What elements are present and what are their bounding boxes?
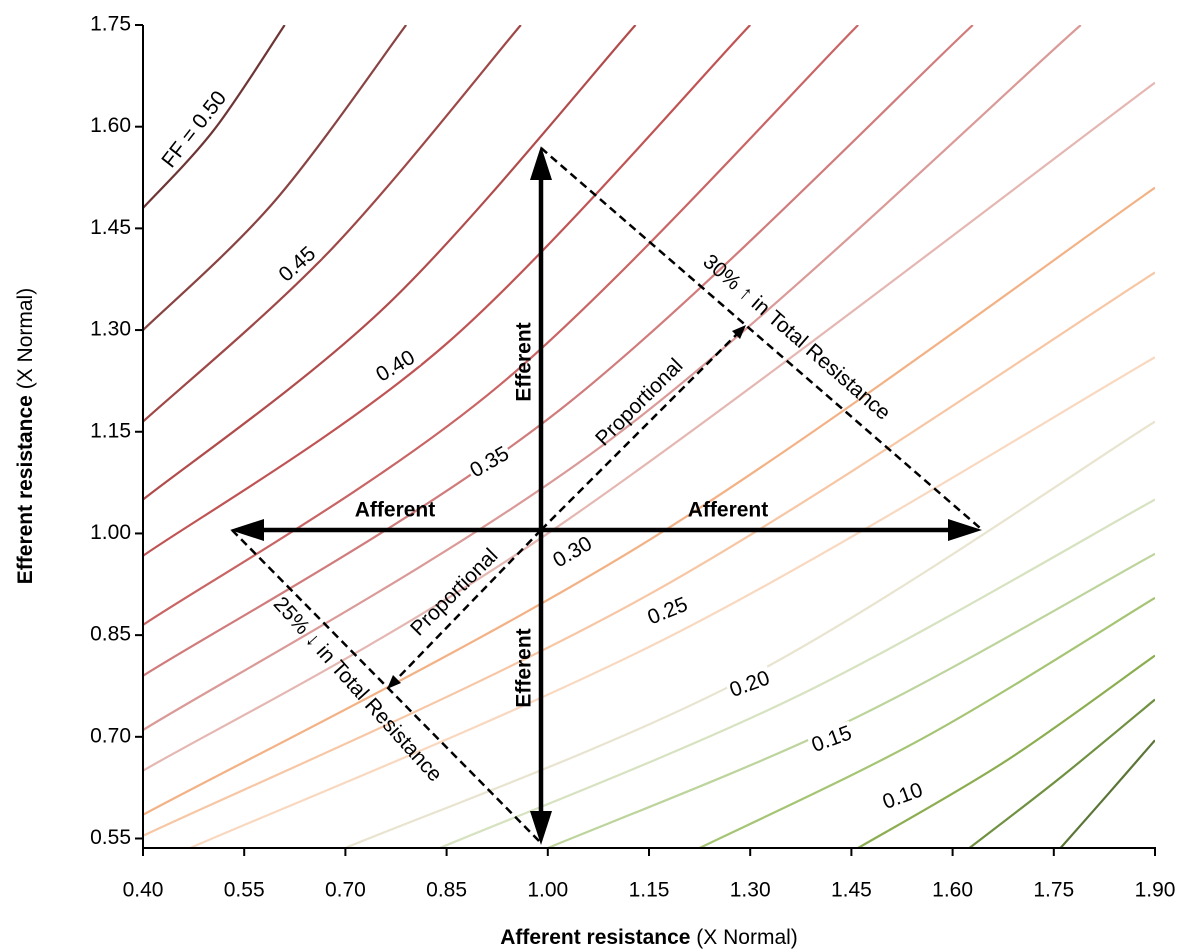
axes: 0.40 0.55 0.70 0.85 1.00 1.15 1.30 1.45 1.60 1.75… bbox=[90, 13, 1175, 902]
contour-label-bg bbox=[370, 344, 421, 388]
dashed-lines bbox=[231, 147, 981, 844]
y-tick-label: 1.45 bbox=[90, 216, 131, 239]
annotation: Proportional bbox=[406, 544, 502, 640]
contour-label-bg bbox=[464, 440, 515, 484]
arrowhead bbox=[387, 675, 401, 689]
arrowhead bbox=[948, 519, 982, 541]
contour-label-bg bbox=[724, 665, 775, 703]
contour-label-bg bbox=[272, 240, 322, 288]
contour-line bbox=[143, 81, 1155, 772]
contour-label-group: 0.45 bbox=[272, 240, 322, 288]
y-tick-label: 1.00 bbox=[90, 521, 131, 544]
contour-line bbox=[344, 420, 1155, 848]
contour-line bbox=[1059, 739, 1155, 848]
contour-label-bg bbox=[806, 720, 857, 758]
x-tick-label: 1.30 bbox=[730, 879, 771, 902]
contour-line bbox=[699, 596, 1155, 848]
contour-label-group: 0.10 bbox=[877, 777, 928, 815]
solid-arrows bbox=[255, 172, 958, 820]
x-tick-label: 1.15 bbox=[629, 879, 670, 902]
annotation: Efferent bbox=[513, 322, 536, 401]
annotation: Efferent bbox=[513, 628, 536, 707]
y-tick-label: 1.60 bbox=[90, 114, 131, 137]
y-tick-label: 0.85 bbox=[90, 623, 131, 646]
contour-line bbox=[143, 25, 522, 423]
contour-line bbox=[143, 25, 751, 557]
contour-layer bbox=[143, 25, 1155, 848]
annotation: Afferent bbox=[355, 499, 436, 522]
contour-label: 0.15 bbox=[809, 721, 855, 757]
x-tick-label: 1.45 bbox=[831, 879, 872, 902]
proportional-arrow bbox=[540, 332, 739, 531]
annotation-layer: Efferent Efferent Afferent Afferent Proporti… bbox=[230, 146, 982, 845]
contour-label-group: 0.25 bbox=[642, 592, 693, 631]
y-axis-title-main: Efferent resistance bbox=[14, 395, 37, 584]
x-tick-label: 1.75 bbox=[1033, 879, 1074, 902]
x-tick-label: 0.40 bbox=[123, 879, 164, 902]
contour-label-group: 0.15 bbox=[806, 720, 857, 758]
contour-label-group: 0.30 bbox=[547, 530, 598, 574]
contour-label-group: FF = 0.50 bbox=[156, 85, 233, 174]
contour-line bbox=[857, 654, 1155, 848]
x-axis-title-unit: (X Normal) bbox=[696, 926, 798, 949]
contour-line bbox=[143, 186, 1155, 816]
contour-label: FF = 0.50 bbox=[157, 87, 231, 172]
annotation: Afferent bbox=[688, 499, 769, 522]
contour-label-bg bbox=[547, 530, 598, 574]
contour-line bbox=[143, 25, 859, 626]
contour-line bbox=[143, 25, 286, 209]
contour-label-group: 0.20 bbox=[724, 665, 775, 703]
contour-line bbox=[439, 498, 1155, 848]
arrowhead bbox=[732, 325, 746, 339]
arrowhead bbox=[530, 146, 552, 180]
x-tick-label: 1.90 bbox=[1135, 879, 1176, 902]
annotation: Proportional bbox=[591, 354, 687, 450]
dashed-line bbox=[231, 529, 542, 844]
arrowhead bbox=[530, 811, 552, 845]
x-tick-label: 1.00 bbox=[527, 879, 568, 902]
contour-label-bg bbox=[156, 85, 233, 174]
arrowhead bbox=[230, 519, 264, 541]
contour-label-group: 0.35 bbox=[464, 440, 515, 484]
y-tick-label: 1.30 bbox=[90, 318, 131, 341]
x-tick-label: 0.85 bbox=[426, 879, 467, 902]
dashed-line bbox=[540, 147, 981, 529]
x-tick-label: 0.70 bbox=[325, 879, 366, 902]
contour-line bbox=[143, 25, 637, 501]
contour-line bbox=[143, 25, 408, 331]
contour-label-bg bbox=[642, 592, 693, 631]
contour-line bbox=[143, 25, 1082, 731]
contour-line bbox=[143, 271, 1155, 837]
contour-line bbox=[143, 25, 974, 677]
y-tick-label: 0.55 bbox=[90, 826, 131, 849]
x-tick-label: 0.55 bbox=[224, 879, 265, 902]
annotation: 30% ↑ in Total Resistance bbox=[698, 250, 894, 425]
contour-line bbox=[189, 356, 1155, 848]
contour-line bbox=[547, 552, 1155, 848]
contour-label-bg bbox=[877, 777, 928, 815]
y-tick-label: 1.15 bbox=[90, 419, 131, 442]
contour-label: 0.20 bbox=[727, 666, 773, 702]
y-tick-label: 0.70 bbox=[90, 724, 131, 747]
contour-label: 0.25 bbox=[644, 593, 691, 630]
y-axis-title-unit: (X Normal) bbox=[14, 288, 37, 390]
proportional-arrow bbox=[394, 529, 542, 682]
x-tick-label: 1.60 bbox=[932, 879, 973, 902]
y-tick-label: 1.75 bbox=[90, 13, 131, 36]
contour-label-group: 0.40 bbox=[370, 344, 421, 388]
contour-line bbox=[968, 698, 1155, 848]
x-axis-title: Afferent resistance (X Normal) bbox=[500, 926, 798, 949]
y-axis-title: Efferent resistance (X Normal) bbox=[14, 288, 37, 584]
x-axis-title-main: Afferent resistance bbox=[500, 926, 690, 949]
contour-label: 0.10 bbox=[880, 778, 926, 814]
